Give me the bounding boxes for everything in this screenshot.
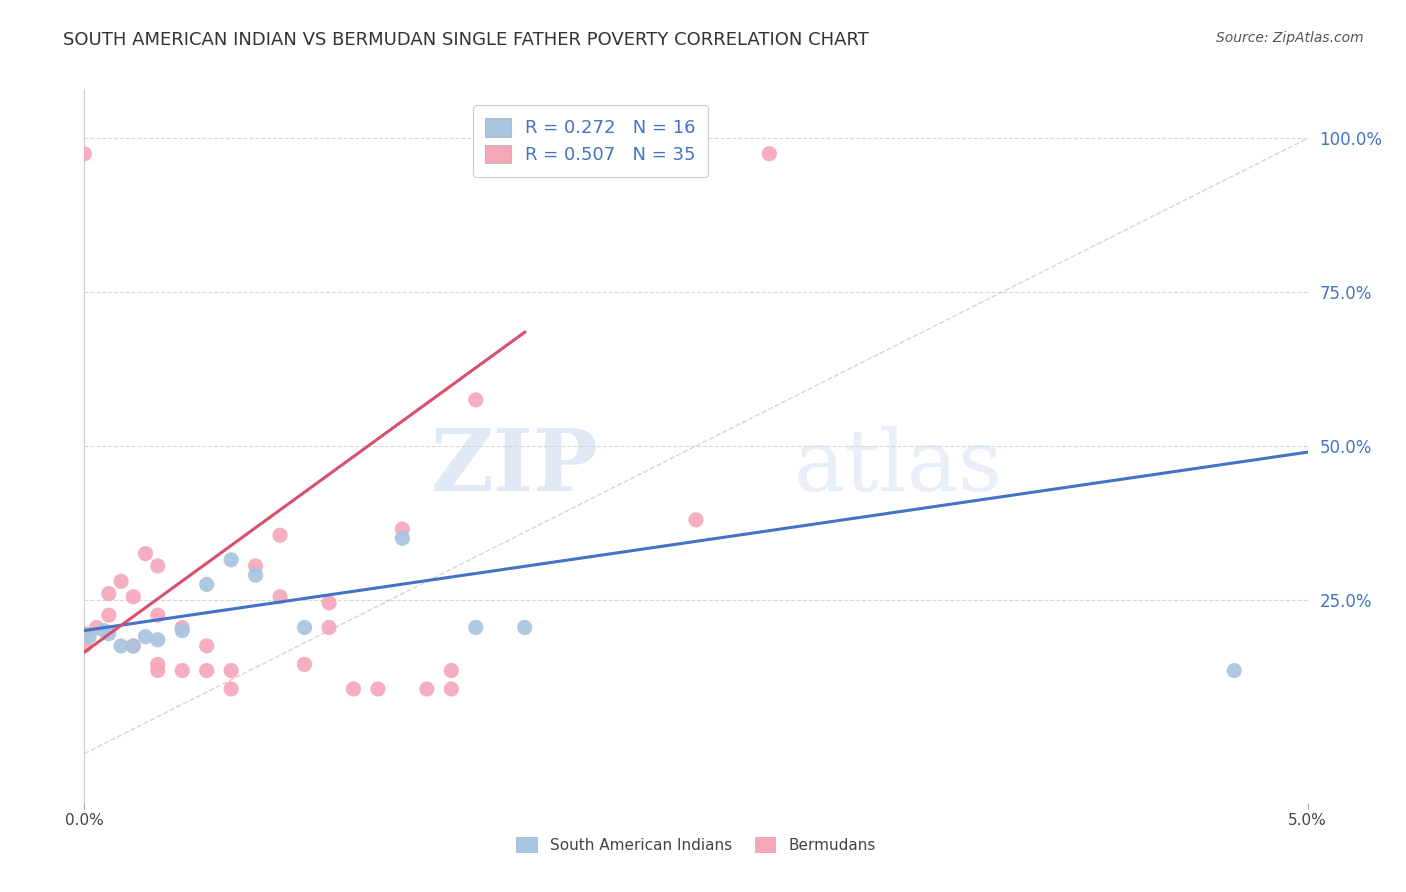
Point — [146, 657, 169, 672]
Point — [146, 664, 169, 678]
Point — [318, 620, 340, 634]
Point — [122, 590, 145, 604]
Point — [73, 626, 96, 640]
Point — [97, 608, 120, 623]
Point — [219, 681, 242, 696]
Point — [73, 639, 96, 653]
Point — [367, 681, 389, 696]
Text: atlas: atlas — [794, 425, 1002, 509]
Point — [219, 664, 242, 678]
Point — [464, 392, 486, 407]
Point — [245, 568, 267, 582]
Point — [342, 681, 364, 696]
Point — [758, 146, 780, 161]
Text: Source: ZipAtlas.com: Source: ZipAtlas.com — [1216, 31, 1364, 45]
Point — [440, 681, 463, 696]
Point — [146, 632, 169, 647]
Point — [1223, 664, 1246, 678]
Point — [86, 620, 108, 634]
Point — [219, 553, 242, 567]
Point — [685, 513, 707, 527]
Point — [172, 624, 194, 638]
Point — [77, 630, 100, 644]
Point — [269, 528, 291, 542]
Point — [122, 639, 145, 653]
Legend: South American Indians, Bermudans: South American Indians, Bermudans — [510, 831, 882, 859]
Point — [294, 657, 316, 672]
Point — [464, 620, 486, 634]
Point — [294, 620, 316, 634]
Point — [269, 590, 291, 604]
Point — [97, 626, 120, 640]
Point — [245, 558, 267, 573]
Point — [93, 624, 115, 638]
Point — [416, 681, 439, 696]
Point — [195, 577, 218, 591]
Point — [195, 664, 218, 678]
Point — [135, 630, 157, 644]
Point — [172, 664, 194, 678]
Point — [195, 639, 218, 653]
Point — [513, 620, 536, 634]
Point — [110, 574, 132, 589]
Text: SOUTH AMERICAN INDIAN VS BERMUDAN SINGLE FATHER POVERTY CORRELATION CHART: SOUTH AMERICAN INDIAN VS BERMUDAN SINGLE… — [63, 31, 869, 49]
Point — [440, 664, 463, 678]
Text: ZIP: ZIP — [430, 425, 598, 509]
Point — [73, 146, 96, 161]
Point — [110, 639, 132, 653]
Point — [391, 531, 413, 545]
Point — [146, 608, 169, 623]
Point — [135, 547, 157, 561]
Point — [391, 522, 413, 536]
Point — [122, 639, 145, 653]
Point — [146, 558, 169, 573]
Point — [172, 620, 194, 634]
Point — [318, 596, 340, 610]
Point — [97, 587, 120, 601]
